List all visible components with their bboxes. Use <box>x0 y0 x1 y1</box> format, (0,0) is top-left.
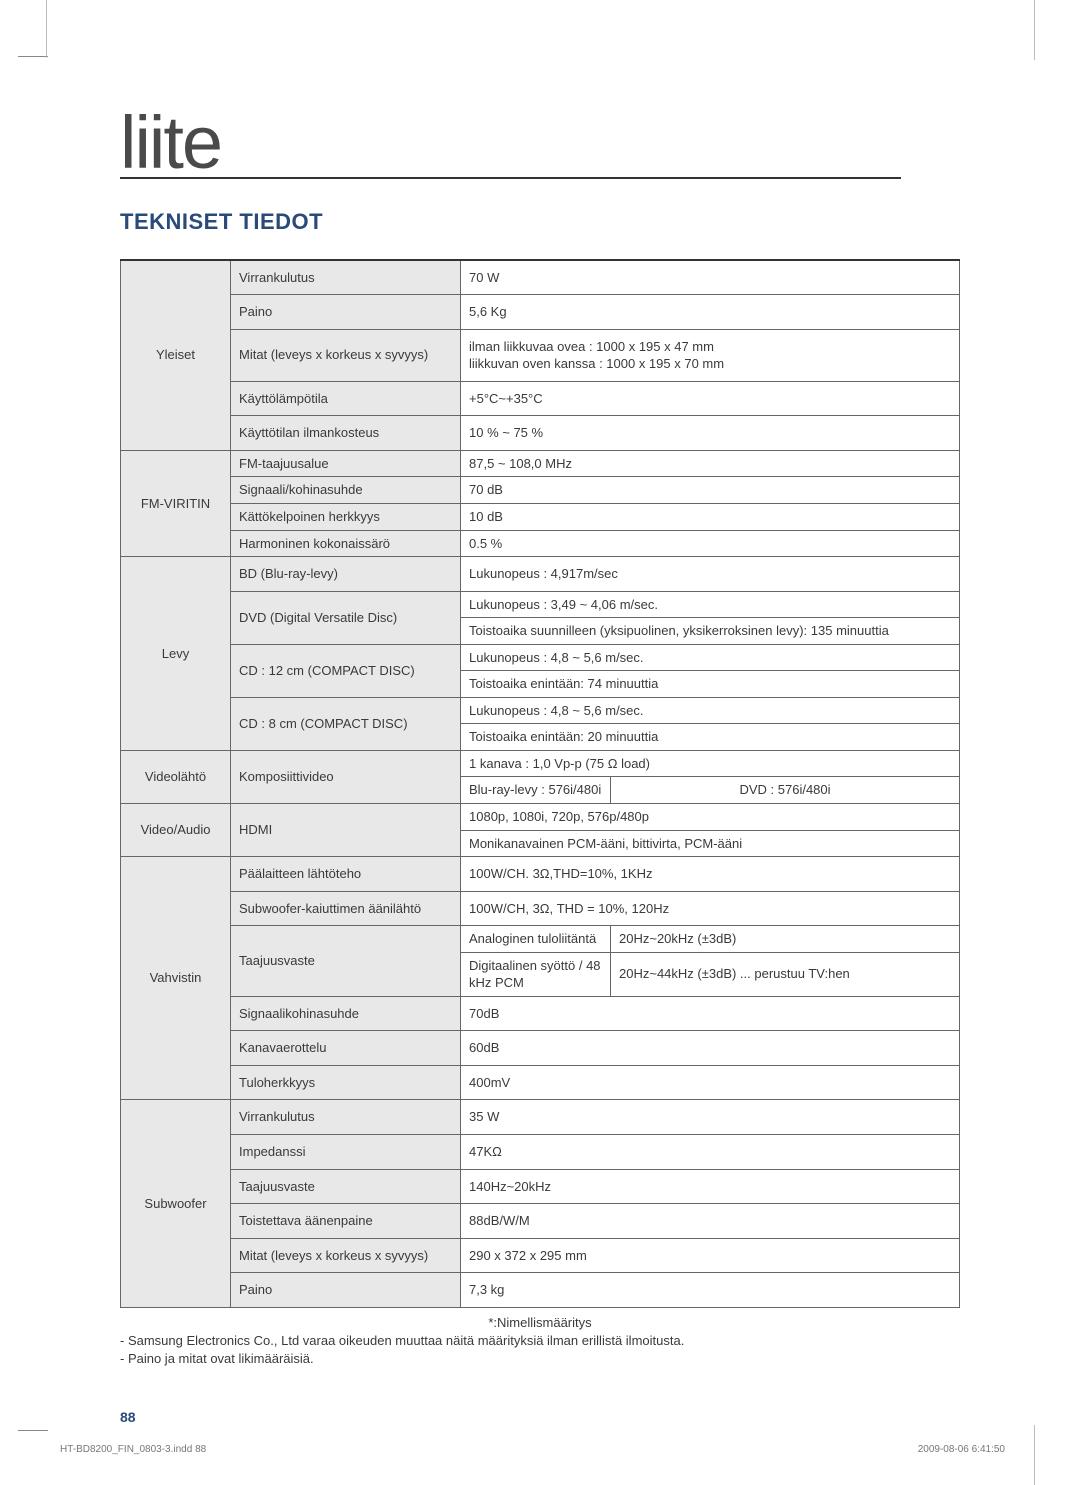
param: CD : 8 cm (COMPACT DISC) <box>231 697 461 750</box>
cat-fmviritin: FM-VIRITIN <box>121 450 231 556</box>
param: Signaali/kohinasuhde <box>231 477 461 504</box>
value: 5,6 Kg <box>461 295 960 330</box>
param: FM-taajuusalue <box>231 450 461 477</box>
footer-timestamp: 2009-08-06 6:41:50 <box>918 1444 1005 1455</box>
value: Monikanavainen PCM-ääni, bittivirta, PCM… <box>461 830 960 857</box>
cat-yleiset: Yleiset <box>121 260 231 451</box>
value: 100W/CH. 3Ω,THD=10%, 1KHz <box>461 857 960 892</box>
param: Käyttölämpötila <box>231 381 461 416</box>
param: Mitat (leveys x korkeus x syvyys) <box>231 329 461 381</box>
page-title-word: liite <box>120 110 901 179</box>
param: Komposiittivideo <box>231 750 461 803</box>
notes: *:Nimellismääritys - Samsung Electronics… <box>120 1314 960 1369</box>
param: HDMI <box>231 803 461 856</box>
param: Paino <box>231 1273 461 1308</box>
param: Kättökelpoinen herkkyys <box>231 503 461 530</box>
value: Lukunopeus : 3,49 ~ 4,06 m/sec. <box>461 591 960 618</box>
footer-filename: HT-BD8200_FIN_0803-3.indd 88 <box>60 1444 206 1455</box>
param: Subwoofer-kaiuttimen äänilähtö <box>231 891 461 926</box>
value: DVD : 576i/480i <box>611 777 960 804</box>
value: 60dB <box>461 1031 960 1066</box>
value: 290 x 372 x 295 mm <box>461 1238 960 1273</box>
note-line: - Paino ja mitat ovat likimääräisiä. <box>120 1350 960 1368</box>
note-line: - Samsung Electronics Co., Ltd varaa oik… <box>120 1332 960 1350</box>
value: Toistoaika suunnilleen (yksipuolinen, yk… <box>461 618 960 645</box>
cat-videolahto: Videolähtö <box>121 750 231 803</box>
value: 400mV <box>461 1065 960 1100</box>
value: 35 W <box>461 1100 960 1135</box>
value: 88dB/W/M <box>461 1204 960 1239</box>
value: 0.5 % <box>461 530 960 557</box>
value: 10 dB <box>461 503 960 530</box>
value: 100W/CH, 3Ω, THD = 10%, 120Hz <box>461 891 960 926</box>
value: 70 dB <box>461 477 960 504</box>
param: Harmoninen kokonaissärö <box>231 530 461 557</box>
param: Tuloherkkyys <box>231 1065 461 1100</box>
param: Käyttötilan ilmankosteus <box>231 416 461 451</box>
value: Analoginen tuloliitäntä <box>461 926 611 953</box>
param: BD (Blu-ray-levy) <box>231 557 461 592</box>
value: 47KΩ <box>461 1135 960 1170</box>
value: Lukunopeus : 4,8 ~ 5,6 m/sec. <box>461 697 960 724</box>
value: 70 W <box>461 260 960 295</box>
value: 20Hz~20kHz (±3dB) <box>611 926 960 953</box>
param: CD : 12 cm (COMPACT DISC) <box>231 644 461 697</box>
value: ilman liikkuvaa ovea : 1000 x 195 x 47 m… <box>461 329 960 381</box>
value: Blu-ray-levy : 576i/480i <box>461 777 611 804</box>
page-number: 88 <box>120 1409 136 1425</box>
value: 1 kanava : 1,0 Vp-p (75 Ω load) <box>461 750 960 777</box>
value: +5°C~+35°C <box>461 381 960 416</box>
value: 140Hz~20kHz <box>461 1169 960 1204</box>
value: Digitaalinen syöttö / 48 kHz PCM <box>461 952 611 996</box>
value: 10 % ~ 75 % <box>461 416 960 451</box>
section-heading: TEKNISET TIEDOT <box>120 209 960 235</box>
param: Kanavaerottelu <box>231 1031 461 1066</box>
cat-subwoofer: Subwoofer <box>121 1100 231 1307</box>
spec-table: Yleiset Virrankulutus 70 W Paino 5,6 Kg … <box>120 259 960 1308</box>
param: Virrankulutus <box>231 260 461 295</box>
value: Toistoaika enintään: 74 minuuttia <box>461 671 960 698</box>
param: DVD (Digital Versatile Disc) <box>231 591 461 644</box>
param: Paino <box>231 295 461 330</box>
value: 7,3 kg <box>461 1273 960 1308</box>
note-line: *:Nimellismääritys <box>120 1314 960 1332</box>
param: Taajuusvaste <box>231 926 461 997</box>
value: 70dB <box>461 996 960 1031</box>
value: Lukunopeus : 4,917m/sec <box>461 557 960 592</box>
value: Toistoaika enintään: 20 minuuttia <box>461 724 960 751</box>
param: Taajuusvaste <box>231 1169 461 1204</box>
param: Signaalikohinasuhde <box>231 996 461 1031</box>
param: Toistettava äänenpaine <box>231 1204 461 1239</box>
value: 1080p, 1080i, 720p, 576p/480p <box>461 803 960 830</box>
cat-videoaudio: Video/Audio <box>121 803 231 856</box>
value: 87,5 ~ 108,0 MHz <box>461 450 960 477</box>
param: Virrankulutus <box>231 1100 461 1135</box>
param: Päälaitteen lähtöteho <box>231 857 461 892</box>
cat-levy: Levy <box>121 557 231 751</box>
param: Impedanssi <box>231 1135 461 1170</box>
cat-vahvistin: Vahvistin <box>121 857 231 1100</box>
param: Mitat (leveys x korkeus x syvyys) <box>231 1238 461 1273</box>
value: Lukunopeus : 4,8 ~ 5,6 m/sec. <box>461 644 960 671</box>
value: 20Hz~44kHz (±3dB) ... perustuu TV:hen <box>611 952 960 996</box>
